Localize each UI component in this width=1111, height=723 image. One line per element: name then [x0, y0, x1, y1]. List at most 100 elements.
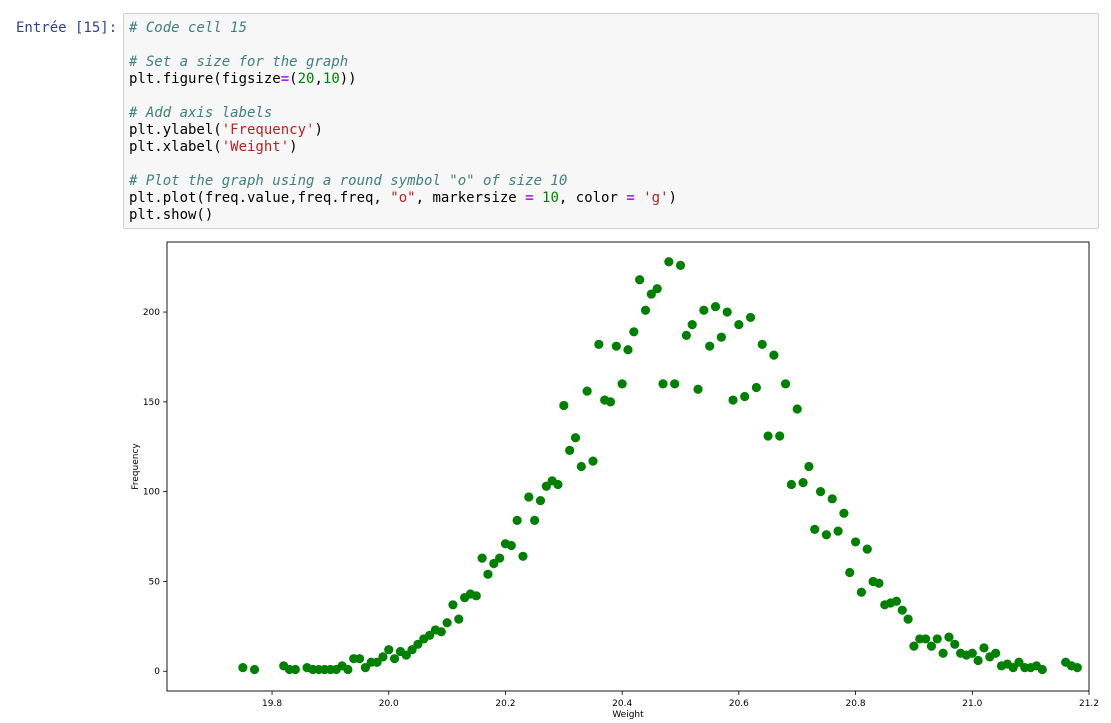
- data-point: [681, 330, 691, 340]
- data-point: [553, 479, 563, 490]
- data-point: [343, 664, 353, 675]
- data-point: [757, 339, 767, 349]
- data-point: [582, 386, 592, 396]
- code-token: plt.show(): [129, 207, 214, 223]
- data-point: [354, 654, 365, 664]
- data-point: [372, 657, 382, 667]
- code-token: ): [289, 139, 298, 155]
- data-point: [588, 456, 598, 466]
- data-point: [541, 481, 551, 491]
- data-point: [705, 341, 715, 351]
- data-point: [839, 508, 849, 518]
- data-point: [565, 445, 575, 455]
- data-point: [710, 302, 721, 312]
- data-point: [874, 578, 884, 588]
- data-point: [675, 260, 686, 270]
- code-token: # Set a size for the graph: [129, 54, 349, 70]
- data-point: [576, 461, 586, 472]
- data-point: [745, 312, 756, 323]
- data-point: [652, 284, 662, 294]
- code-line: plt.plot(freq.value,freq.freq, "o", mark…: [129, 190, 677, 206]
- data-point: [448, 600, 458, 610]
- code-token: =: [626, 190, 635, 206]
- data-point: [623, 345, 633, 355]
- data-point: [991, 648, 1001, 658]
- data-point: [798, 478, 808, 488]
- data-point: [290, 664, 300, 675]
- x-tick-label: 21.0: [962, 699, 982, 709]
- data-point: [810, 524, 820, 534]
- code-token: )): [339, 71, 357, 87]
- y-tick-label: 0: [154, 667, 160, 677]
- plot-frame: [166, 241, 1090, 692]
- data-point: [903, 614, 913, 624]
- data-point: [687, 320, 697, 330]
- data-point: [512, 515, 522, 525]
- data-point: [670, 379, 680, 389]
- code-token: , color: [558, 190, 627, 206]
- data-point: [378, 652, 388, 662]
- data-point: [804, 461, 814, 472]
- data-point: [640, 305, 651, 315]
- code-line: plt.show(): [129, 207, 213, 223]
- data-point: [926, 641, 937, 651]
- data-point: [751, 382, 761, 393]
- data-point: [722, 307, 732, 317]
- data-point: [518, 551, 528, 561]
- data-point: [850, 537, 861, 547]
- data-point: [489, 558, 499, 569]
- data-point: [611, 341, 621, 351]
- code-token: ,: [314, 71, 323, 87]
- data-point: [833, 526, 843, 536]
- data-point: [950, 639, 960, 649]
- data-point: [845, 567, 855, 578]
- data-point: [734, 320, 744, 330]
- code-line: plt.ylabel('Frequency'): [129, 122, 323, 138]
- data-point: [442, 618, 452, 628]
- x-axis-label: Weight: [612, 710, 644, 719]
- data-point: [629, 327, 639, 337]
- data-point: [1072, 663, 1082, 673]
- code-line: # Add axis labels: [129, 105, 272, 121]
- x-tick-label: 20.4: [612, 699, 632, 709]
- data-point: [436, 627, 446, 637]
- data-point: [506, 540, 516, 551]
- code-content[interactable]: # Code cell 15 # Set a size for the grap…: [129, 20, 677, 224]
- data-point: [938, 648, 948, 658]
- data-point: [249, 664, 260, 675]
- data-point: [775, 431, 785, 441]
- input-prompt: Entrée [15]:: [16, 20, 118, 36]
- data-point: [477, 553, 487, 563]
- data-point: [780, 379, 791, 389]
- data-point: [827, 494, 837, 504]
- code-line: plt.xlabel('Weight'): [129, 139, 298, 155]
- y-tick-label: 100: [143, 488, 160, 498]
- x-tick-label: 20.2: [495, 699, 515, 709]
- data-point: [716, 332, 726, 342]
- data-point: [238, 663, 248, 673]
- y-tick-label: 150: [143, 398, 160, 408]
- code-token: ): [668, 190, 677, 206]
- data-point: [360, 663, 371, 673]
- data-point: [559, 400, 569, 411]
- x-tick-label: 20.8: [846, 699, 866, 709]
- data-point: [454, 614, 464, 624]
- data-point: [786, 479, 796, 490]
- data-point: [856, 587, 867, 597]
- data-point: [407, 645, 417, 655]
- code-token: # Code cell 15: [129, 20, 248, 36]
- code-token: 'Frequency': [221, 122, 315, 138]
- code-editor[interactable]: # Code cell 15 # Set a size for the grap…: [123, 13, 1099, 229]
- data-point: [594, 339, 604, 349]
- data-point: [973, 655, 983, 666]
- data-point: [909, 641, 919, 651]
- data-point: [424, 630, 435, 640]
- y-tick-label: 50: [149, 577, 161, 587]
- data-point: [524, 492, 534, 502]
- data-point: [897, 605, 907, 615]
- data-point: [1008, 663, 1018, 673]
- y-tick-label: 200: [143, 308, 160, 318]
- data-point: [413, 639, 423, 649]
- code-token: 'g': [643, 190, 669, 206]
